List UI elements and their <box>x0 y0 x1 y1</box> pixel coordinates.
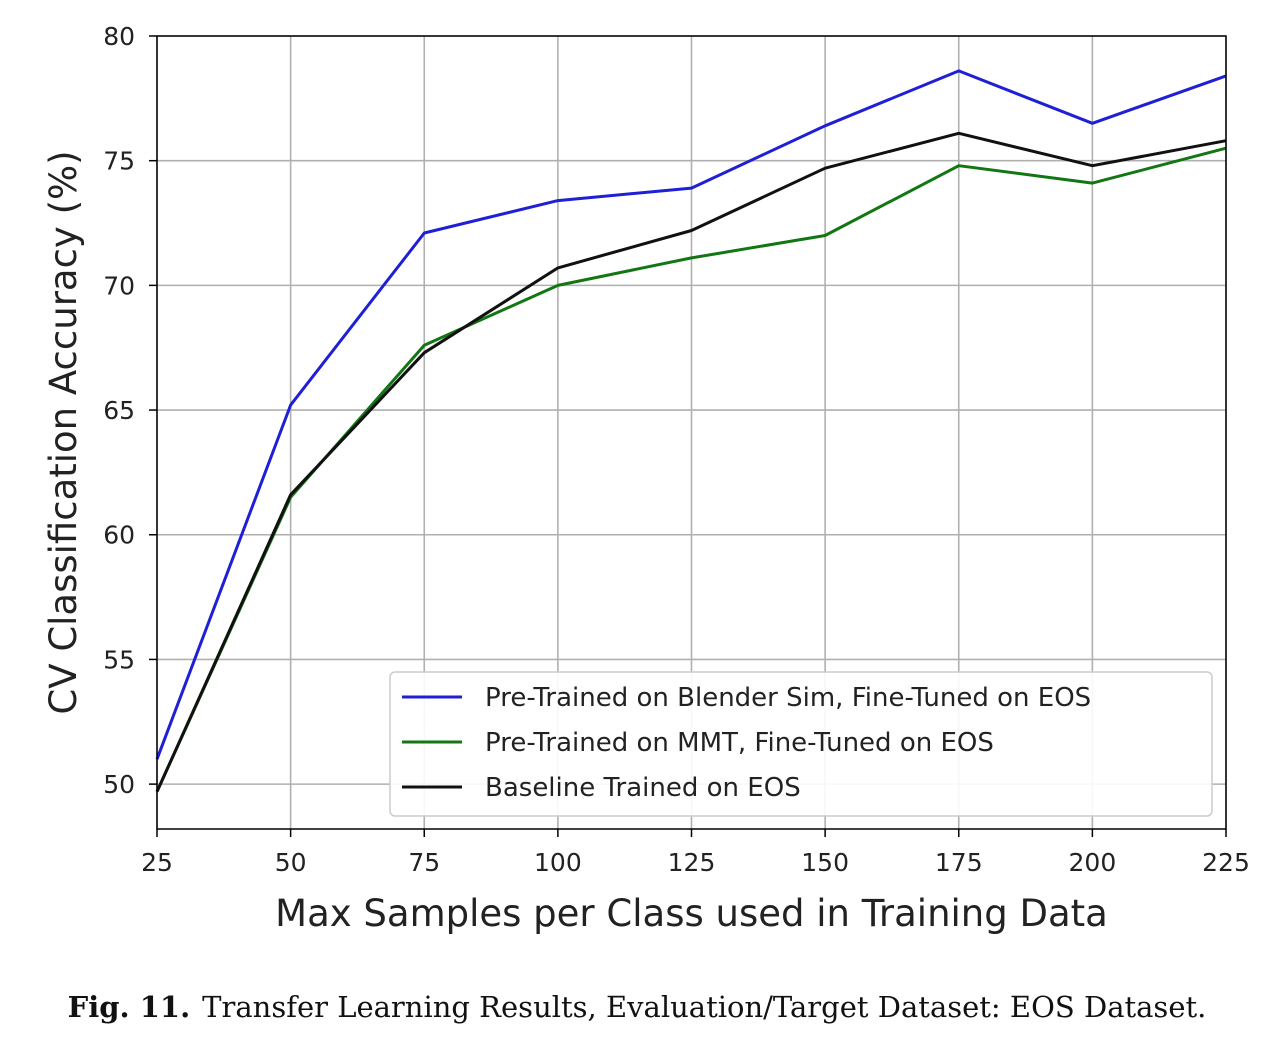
x-tick-label: 50 <box>275 848 307 877</box>
y-tick-label: 60 <box>103 521 135 550</box>
y-tick-label: 80 <box>103 22 135 51</box>
y-tick-label: 55 <box>103 645 135 674</box>
figure-caption: Fig. 11. Transfer Learning Results, Evalu… <box>0 990 1274 1024</box>
y-tick-label: 50 <box>103 770 135 799</box>
legend-label: Pre-Trained on MMT, Fine-Tuned on EOS <box>485 728 994 758</box>
x-tick-label: 225 <box>1202 848 1250 877</box>
y-tick-label: 70 <box>103 271 135 300</box>
caption-text: Transfer Learning Results, Evaluation/Ta… <box>202 990 1207 1024</box>
x-tick-label: 125 <box>668 848 716 877</box>
y-tick-label: 75 <box>103 147 135 176</box>
x-tick-label: 25 <box>141 848 173 877</box>
legend: Pre-Trained on Blender Sim, Fine-Tuned o… <box>389 671 1213 817</box>
x-tick-label: 175 <box>935 848 983 877</box>
caption-label: Fig. 11. <box>67 990 191 1024</box>
x-tick-label: 100 <box>534 848 582 877</box>
x-tick-label: 75 <box>408 848 440 877</box>
x-axis-title: Max Samples per Class used in Training D… <box>275 892 1108 935</box>
series-lines <box>155 69 1227 793</box>
series-line-1 <box>155 69 1227 760</box>
x-tick-label: 200 <box>1069 848 1117 877</box>
axis-ticks <box>149 35 1227 837</box>
tick-labels: 25 50 75 100 125 150 175 200 225 50 55 60 65 70 75 80 <box>103 22 1250 877</box>
series-line-3 <box>155 131 1227 793</box>
x-tick-label: 150 <box>801 848 849 877</box>
legend-label: Pre-Trained on Blender Sim, Fine-Tuned o… <box>485 683 1091 713</box>
y-tick-label: 65 <box>103 396 135 425</box>
legend-label: Baseline Trained on EOS <box>485 773 801 803</box>
y-axis-title: CV Classification Accuracy (%) <box>42 150 85 714</box>
legend-box <box>389 671 1213 817</box>
